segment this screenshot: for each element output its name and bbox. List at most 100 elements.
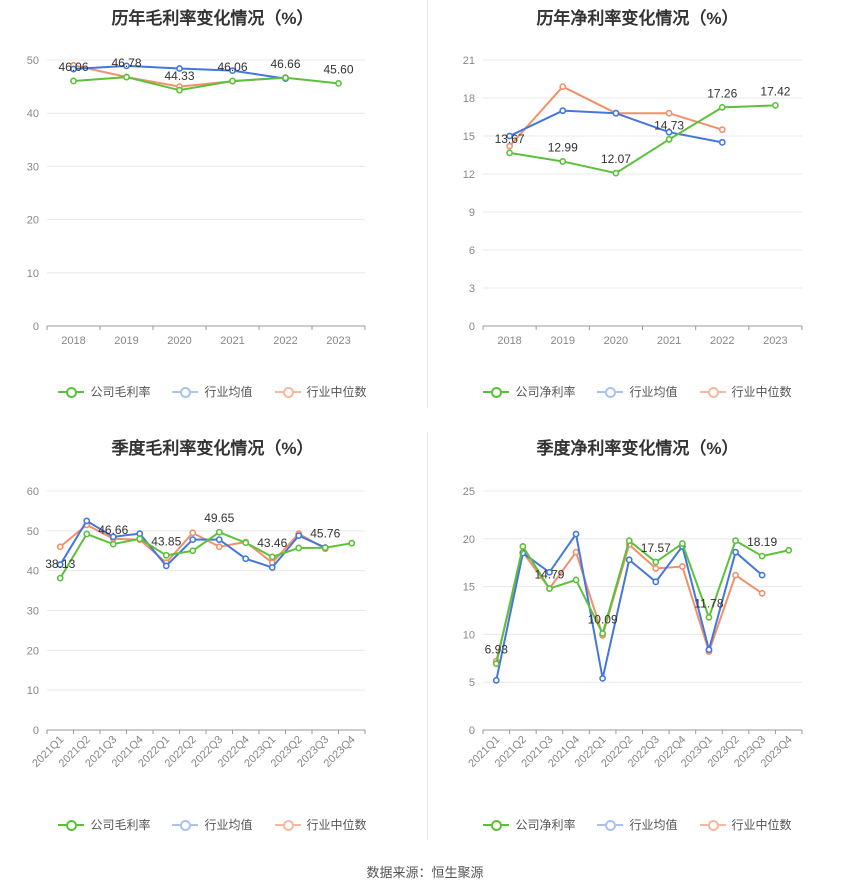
data-point-company[interactable] — [652, 558, 660, 566]
data-point-company[interactable] — [612, 169, 620, 177]
data-point-median[interactable] — [572, 548, 580, 556]
data-point-avg[interactable] — [176, 65, 183, 72]
data-point-company[interactable] — [785, 546, 793, 554]
data-point-company[interactable] — [321, 544, 329, 552]
data-point-median[interactable] — [758, 589, 766, 597]
data-point-company[interactable] — [176, 86, 183, 94]
data-point-avg[interactable] — [732, 548, 739, 556]
data-point-avg[interactable] — [83, 517, 91, 525]
data-point-avg[interactable] — [123, 62, 130, 70]
x-tick-label: 2023 — [763, 335, 787, 347]
x-tick-label: 2023 — [326, 335, 350, 347]
legend-item-median[interactable]: 行业中位数 — [274, 816, 367, 833]
data-point-median[interactable] — [559, 83, 567, 90]
data-point-avg[interactable] — [268, 564, 276, 571]
panel-divider — [427, 0, 428, 408]
data-point-company[interactable] — [162, 551, 170, 559]
data-point-company[interactable] — [559, 158, 567, 165]
series-line-company — [495, 538, 789, 664]
data-point-avg[interactable] — [492, 676, 500, 684]
data-point-avg[interactable] — [56, 561, 64, 569]
chart-legend: 公司净利率 行业均值 行业中位数 — [425, 816, 850, 833]
legend-item-avg[interactable]: 行业均值 — [597, 383, 678, 400]
legend-item-median[interactable]: 行业中位数 — [699, 816, 792, 833]
data-point-company[interactable] — [758, 552, 766, 560]
data-point-median[interactable] — [215, 543, 223, 551]
data-point-company[interactable] — [599, 630, 607, 637]
chart-plot: 01020304050602021Q12021Q22021Q32021Q4202… — [27, 486, 366, 770]
data-point-median[interactable] — [665, 109, 673, 117]
data-point-avg[interactable] — [546, 568, 553, 576]
data-point-company[interactable] — [335, 80, 342, 87]
legend-label: 公司净利率 — [515, 818, 576, 832]
data-point-avg[interactable] — [229, 67, 236, 75]
legend-item-company[interactable]: 公司净利率 — [483, 383, 575, 400]
legend-item-company[interactable]: 公司毛利率 — [58, 383, 150, 400]
data-point-median[interactable] — [506, 142, 513, 150]
legend-item-median[interactable]: 行业中位数 — [699, 383, 792, 400]
data-point-company[interactable] — [705, 613, 713, 621]
data-point-median[interactable] — [56, 543, 64, 551]
legend-item-avg[interactable]: 行业均值 — [172, 383, 253, 400]
data-point-avg[interactable] — [189, 536, 197, 543]
data-point-avg[interactable] — [665, 128, 673, 136]
data-point-company[interactable] — [506, 149, 513, 157]
data-point-company[interactable] — [665, 136, 673, 143]
data-point-avg[interactable] — [506, 132, 513, 140]
data-point-company[interactable] — [56, 574, 64, 582]
data-point-avg[interactable] — [215, 536, 223, 543]
data-point-median[interactable] — [678, 563, 686, 570]
data-point-median[interactable] — [718, 126, 726, 134]
data-point-avg[interactable] — [705, 646, 713, 654]
chart-panel-quarter-net: 季度净利率变化情况（%） 0 5 10 15 20 25 2021Q1 2021Q2 2021Q… — [425, 430, 850, 850]
data-label: 12.07 — [601, 152, 631, 166]
data-point-company[interactable] — [83, 530, 91, 538]
data-point-avg[interactable] — [295, 532, 303, 540]
data-point-company[interactable] — [295, 544, 303, 552]
data-point-company[interactable] — [519, 543, 527, 550]
data-point-company[interactable] — [348, 539, 356, 547]
legend-item-avg[interactable]: 行业均值 — [172, 816, 253, 833]
data-point-avg[interactable] — [162, 562, 170, 570]
data-point-avg[interactable] — [718, 138, 726, 146]
data-point-median[interactable] — [189, 529, 197, 537]
data-point-median[interactable] — [652, 565, 660, 572]
data-point-company[interactable] — [123, 73, 130, 81]
legend-item-avg[interactable]: 行业均值 — [597, 816, 678, 833]
data-point-avg[interactable] — [572, 530, 580, 538]
chart-plot: 0 3 6 9 12 15 18 21 2018 2019 2020 2021 2022 2023 13.6… — [463, 55, 803, 347]
data-point-avg[interactable] — [612, 109, 620, 117]
data-point-avg[interactable] — [758, 571, 766, 579]
data-point-company[interactable] — [109, 540, 117, 548]
data-point-company[interactable] — [718, 103, 726, 111]
data-point-avg[interactable] — [599, 674, 607, 682]
legend-item-median[interactable]: 行业中位数 — [274, 383, 367, 400]
data-point-company[interactable] — [282, 74, 289, 82]
data-point-avg[interactable] — [109, 533, 117, 541]
data-point-company[interactable] — [772, 101, 779, 109]
data-point-avg[interactable] — [242, 555, 250, 563]
data-point-median[interactable] — [732, 571, 739, 579]
legend-item-company[interactable]: 公司净利率 — [483, 816, 575, 833]
data-point-company[interactable] — [70, 77, 77, 85]
data-point-company[interactable] — [136, 535, 144, 543]
data-point-avg[interactable] — [70, 65, 77, 73]
data-point-avg[interactable] — [652, 578, 660, 586]
data-label: 10.09 — [588, 613, 618, 627]
data-point-company[interactable] — [189, 547, 197, 555]
data-point-company[interactable] — [215, 528, 223, 536]
data-point-company[interactable] — [546, 585, 553, 593]
data-point-company[interactable] — [268, 553, 276, 561]
y-tick-label: 0 — [469, 321, 475, 333]
chart-legend: 公司毛利率 行业均值 行业中位数 — [0, 383, 425, 400]
data-point-company[interactable] — [242, 539, 250, 547]
legend-item-company[interactable]: 公司毛利率 — [58, 816, 150, 833]
data-point-avg[interactable] — [559, 107, 567, 115]
data-point-company[interactable] — [229, 77, 236, 85]
data-point-company[interactable] — [678, 540, 686, 547]
data-point-company[interactable] — [492, 660, 500, 668]
data-point-company[interactable] — [572, 576, 580, 584]
data-point-company[interactable] — [732, 537, 739, 545]
data-point-company[interactable] — [625, 537, 633, 545]
data-point-avg[interactable] — [625, 556, 633, 564]
